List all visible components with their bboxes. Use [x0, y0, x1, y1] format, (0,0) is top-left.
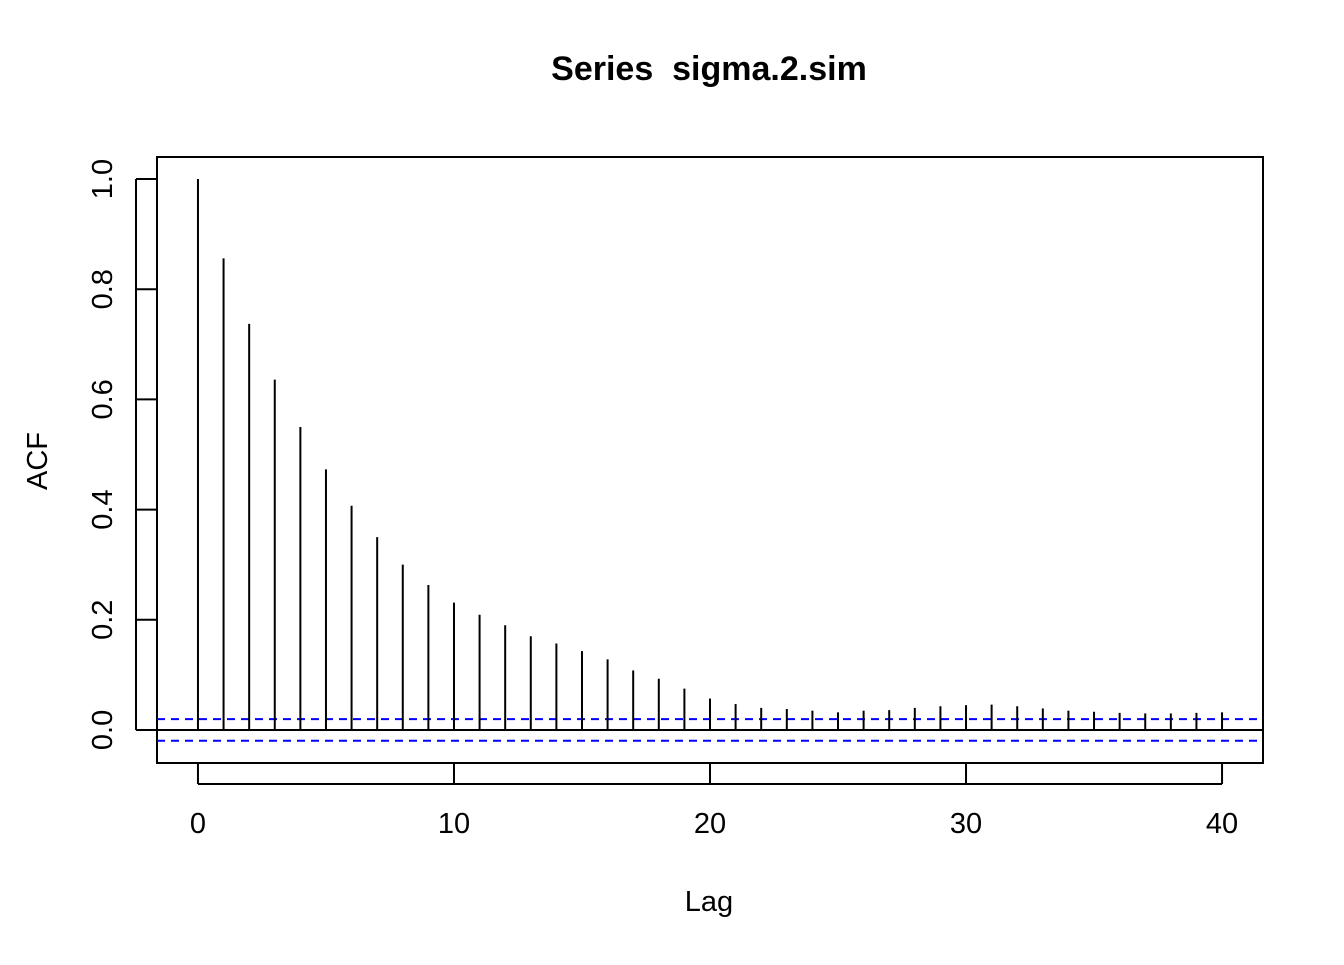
- y-tick-label: 0.2: [87, 600, 119, 640]
- x-axis-label: Lag: [685, 886, 733, 918]
- chart-title: Series sigma.2.sim: [551, 50, 867, 88]
- x-tick-label: 20: [694, 808, 726, 840]
- y-tick-label: 0.8: [87, 269, 119, 309]
- x-tick-label: 30: [950, 808, 982, 840]
- plot-area: 0 10 20 30 40 0.0 0.2 0.4 0.6 0.8 1.0: [87, 156, 1264, 840]
- y-tick-label: 1.0: [87, 159, 119, 199]
- x-tick-label: 10: [438, 808, 470, 840]
- y-tick-label: 0.0: [87, 710, 119, 750]
- y-axis-label: ACF: [22, 432, 54, 490]
- y-tick-label: 0.6: [87, 379, 119, 419]
- plot-frame: [156, 156, 1264, 764]
- x-tick-label: 0: [190, 808, 206, 840]
- y-tick-label: 0.4: [87, 489, 119, 529]
- x-tick-label: 40: [1206, 808, 1238, 840]
